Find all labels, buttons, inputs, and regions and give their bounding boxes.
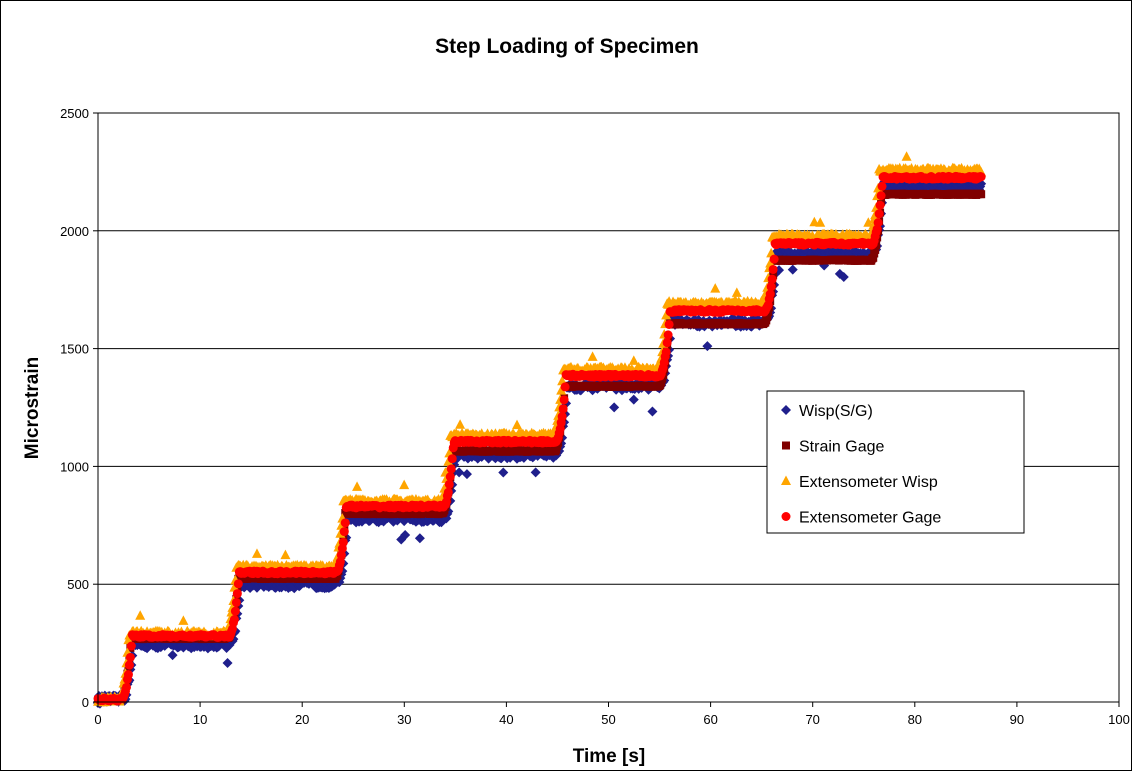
series-4-point	[341, 518, 350, 527]
series-4-point	[126, 653, 135, 662]
series-1-point	[788, 265, 798, 275]
legend-marker-4	[782, 512, 791, 521]
series-4-point	[127, 642, 136, 651]
series-4-point	[768, 275, 777, 284]
x-tick-label: 20	[295, 712, 309, 727]
series-4-point	[875, 209, 884, 218]
series-4-point	[663, 338, 672, 347]
series-1-point	[531, 467, 541, 477]
series-4-point	[664, 330, 673, 339]
series-1-point	[498, 467, 508, 477]
series-3-point	[280, 550, 290, 560]
series-4-point	[125, 661, 134, 670]
series-3-point	[399, 480, 409, 490]
series-3-point	[512, 420, 522, 430]
series-1-point	[647, 407, 657, 417]
x-tick-label: 10	[193, 712, 207, 727]
series-4-point	[445, 480, 454, 489]
series-4-point	[559, 404, 568, 413]
x-tick-label: 90	[1010, 712, 1024, 727]
x-tick-label: 0	[94, 712, 101, 727]
series-3-point	[732, 287, 742, 297]
series-4-point	[558, 412, 567, 421]
series-4-point	[234, 579, 243, 588]
series-3-point	[352, 481, 362, 491]
series-4-point	[561, 382, 570, 391]
series-4-point	[878, 182, 887, 191]
series-1-point	[168, 650, 178, 660]
y-tick-label: 2500	[60, 106, 89, 121]
series-3-point	[902, 151, 912, 161]
series-4-point	[767, 282, 776, 291]
series-1-point	[629, 395, 639, 405]
series-4-point	[770, 255, 779, 264]
series-3-point	[178, 615, 188, 625]
legend-label-1: Wisp(S/G)	[799, 403, 873, 420]
series-4-point	[231, 607, 240, 616]
series-4-point	[232, 598, 241, 607]
series-4-point	[340, 527, 349, 536]
x-axis-title: Time [s]	[573, 746, 646, 767]
series-4-point	[877, 191, 886, 200]
series-3-point	[135, 610, 145, 620]
legend-label-3: Extensometer Wisp	[799, 474, 938, 491]
series-1-point	[702, 341, 712, 351]
legend-marker-2	[782, 442, 790, 450]
x-tick-label: 30	[397, 712, 411, 727]
series-4-point	[662, 348, 671, 357]
series-4-point	[339, 538, 348, 547]
series-1-point	[462, 469, 472, 479]
legend-label-4: Extensometer Gage	[799, 510, 941, 527]
series-3-point	[629, 355, 639, 365]
y-tick-label: 500	[67, 577, 89, 592]
series-4-point	[665, 320, 674, 329]
y-tick-label: 1500	[60, 342, 89, 357]
x-tick-label: 50	[601, 712, 615, 727]
y-tick-label: 0	[82, 695, 89, 710]
y-axis-title: Microstrain	[22, 357, 43, 459]
legend-label-2: Strain Gage	[799, 439, 884, 456]
series-3-point	[588, 351, 598, 361]
series-3-point	[710, 283, 720, 293]
x-tick-label: 100	[1108, 712, 1130, 727]
y-tick-label: 2000	[60, 224, 89, 239]
series-3-point	[252, 548, 262, 558]
x-tick-label: 60	[703, 712, 717, 727]
series-3-point	[455, 419, 465, 429]
series-4-point	[874, 218, 883, 227]
series-1-point	[223, 658, 233, 668]
series-1-point	[415, 533, 425, 543]
legend: Wisp(S/G) Strain Gage Extensometer Wisp Ext…	[767, 391, 1024, 533]
series-2-point	[977, 190, 985, 198]
series-4-point	[444, 488, 453, 497]
y-tick-label: 1000	[60, 459, 89, 474]
series-4-point	[560, 395, 569, 404]
series-4-point	[448, 454, 457, 463]
series-4-point	[977, 172, 986, 181]
series-4-point	[233, 589, 242, 598]
x-tick-label: 80	[908, 712, 922, 727]
series-4-point	[124, 670, 133, 679]
series-4-point	[447, 464, 456, 473]
series-4-point	[876, 201, 885, 210]
series-4-point	[769, 265, 778, 274]
x-tick-label: 40	[499, 712, 513, 727]
x-tick-label: 70	[805, 712, 819, 727]
series-4-point	[122, 683, 131, 692]
series-4-point	[446, 472, 455, 481]
chart-title: Step Loading of Specimen	[435, 35, 699, 58]
series-4-point	[230, 615, 239, 624]
series-1-point	[609, 402, 619, 412]
